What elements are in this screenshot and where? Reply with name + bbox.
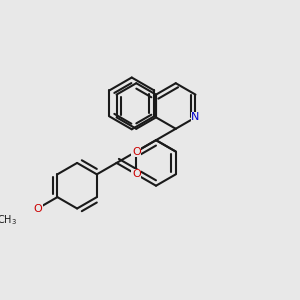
Text: O: O bbox=[132, 147, 141, 157]
Text: O: O bbox=[132, 169, 141, 179]
Text: N: N bbox=[191, 112, 200, 122]
Text: CH$_3$: CH$_3$ bbox=[0, 213, 16, 227]
Text: O: O bbox=[33, 203, 42, 214]
